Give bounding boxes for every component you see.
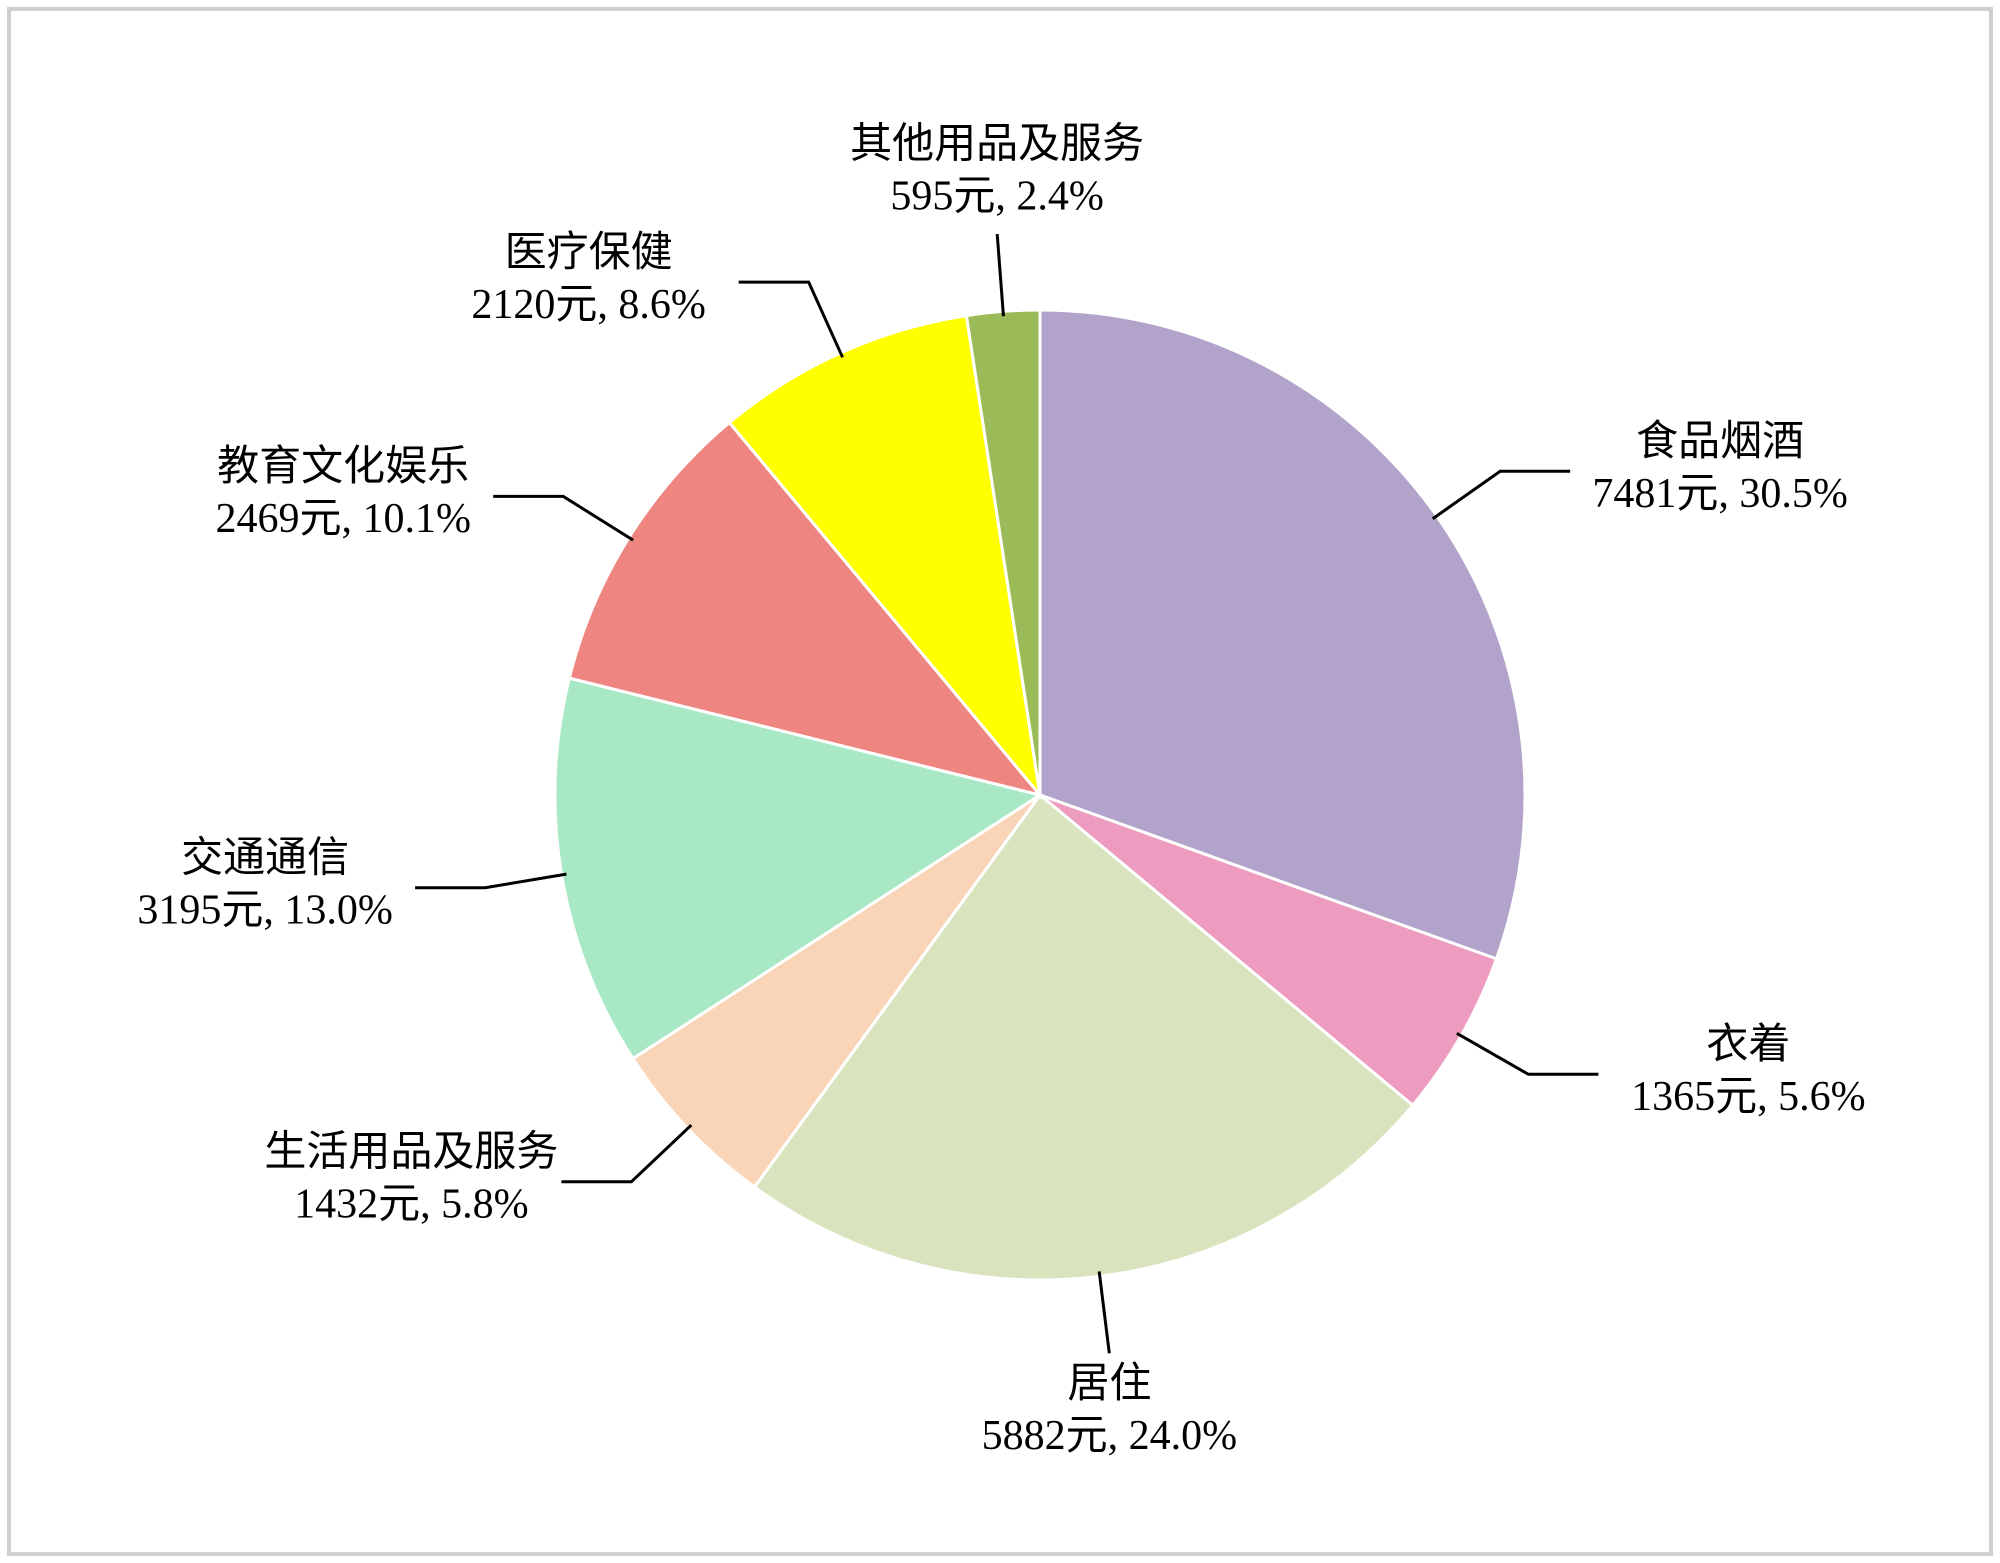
value-label: 3195元, 13.0% xyxy=(137,887,393,933)
leader-line xyxy=(995,233,1005,317)
value-label: 595元, 2.4% xyxy=(890,174,1104,220)
category-label: 其他用品及服务 xyxy=(850,122,1144,168)
leader-line xyxy=(1097,1271,1111,1354)
value-label: 2469元, 10.1% xyxy=(215,496,471,542)
value-label: 1432元, 5.8% xyxy=(294,1181,529,1227)
value-label: 5882元, 24.0% xyxy=(982,1413,1238,1459)
category-label: 交通通信 xyxy=(181,834,349,881)
leader-line xyxy=(1456,1032,1599,1076)
category-label: 食品烟酒 xyxy=(1636,418,1804,465)
category-label: 医疗保健 xyxy=(505,230,673,276)
value-label: 1365元, 5.6% xyxy=(1631,1074,1866,1120)
category-label: 衣着 xyxy=(1706,1021,1790,1068)
leader-line xyxy=(493,494,634,542)
leader-line xyxy=(1431,469,1571,520)
category-label: 居住 xyxy=(1067,1361,1151,1407)
value-label: 7481元, 30.5% xyxy=(1592,471,1848,517)
category-label: 生活用品及服务 xyxy=(264,1129,558,1175)
leader-line xyxy=(415,872,567,890)
leader-line xyxy=(561,1123,693,1184)
leader-line xyxy=(738,280,844,358)
value-label: 2120元, 8.6% xyxy=(471,282,706,328)
category-label: 教育文化娱乐 xyxy=(217,443,469,490)
